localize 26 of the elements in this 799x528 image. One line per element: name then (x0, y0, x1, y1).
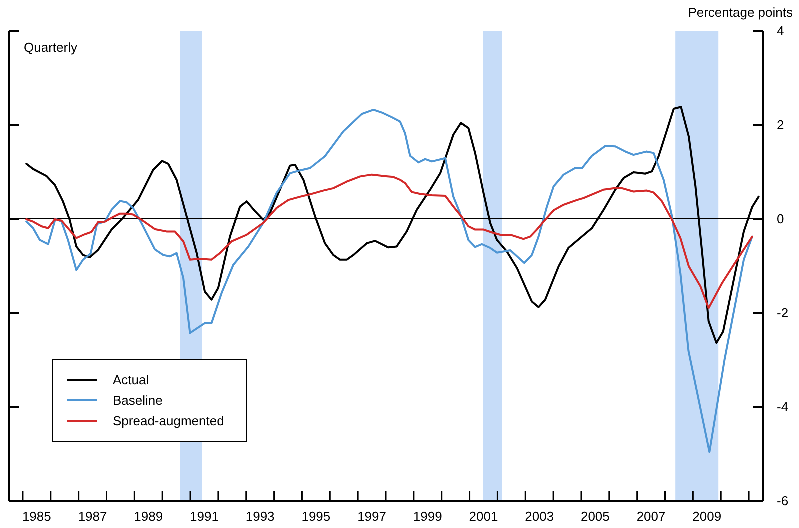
x-tick-label: 2003 (525, 509, 554, 524)
x-tick-label: 2005 (580, 509, 610, 524)
y-tick-label: 4 (777, 24, 784, 38)
y-tick-label: 0 (777, 212, 784, 226)
x-tick-label: 1993 (246, 509, 275, 524)
x-tick-label: 1991 (190, 509, 219, 524)
y-axis-title: Percentage points (688, 5, 794, 20)
y-tick-label: 2 (777, 118, 784, 132)
x-tick-label: 1999 (413, 509, 442, 524)
x-tick-label: 2009 (692, 509, 722, 524)
legend-label: Baseline (113, 393, 163, 408)
legend-label: Spread-augmented (113, 414, 224, 428)
x-tick-label: 1997 (358, 509, 386, 524)
y-tick-label: -4 (777, 400, 789, 414)
x-tick-label: 1985 (22, 509, 52, 524)
x-tick-label: 1989 (134, 509, 164, 524)
y-tick-label: -2 (777, 306, 789, 320)
line-series (26, 108, 754, 454)
x-tick-label: 2007 (636, 509, 666, 524)
line-series (26, 174, 754, 310)
x-tick-label: 2001 (469, 509, 498, 524)
x-tick-label: 1995 (302, 509, 331, 524)
y-tick-label: -6 (777, 494, 789, 508)
text: Quarterly (24, 40, 78, 55)
legend-label: Actual (113, 372, 150, 388)
x-tick-label: 1987 (78, 509, 108, 524)
